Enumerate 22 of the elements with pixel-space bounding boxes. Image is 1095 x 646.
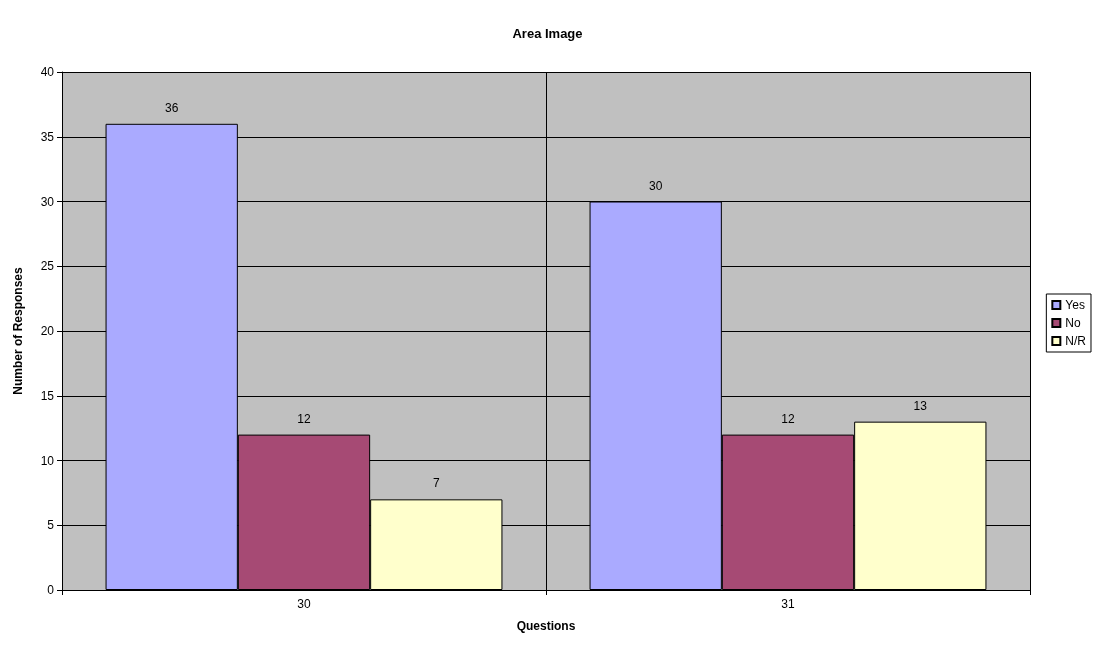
y-tick-label: 15 — [40, 388, 55, 403]
data-label: 12 — [781, 411, 795, 426]
y-tick-label: 10 — [40, 453, 55, 468]
y-tick-label: 5 — [47, 518, 55, 533]
y-tick-label: 20 — [40, 324, 55, 338]
y-tick-label: 30 — [40, 194, 55, 209]
y-tick-label: 0 — [47, 583, 55, 597]
legend-label: No — [1065, 316, 1081, 330]
data-label: 36 — [165, 100, 179, 115]
y-tick-label: 25 — [40, 259, 55, 274]
legend-label: Yes — [1065, 298, 1085, 312]
x-tick-label: 31 — [781, 597, 795, 611]
data-label: 13 — [913, 398, 928, 413]
data-label: 12 — [297, 411, 311, 426]
y-axis-title: Number of Responses — [11, 266, 25, 395]
x-axis-title: Questions — [516, 619, 576, 633]
chart-title: Area Image — [512, 26, 583, 41]
y-tick-label: 35 — [40, 129, 55, 144]
data-label: 30 — [649, 178, 663, 193]
y-tick-label: 40 — [40, 65, 55, 79]
legend-label: N/R — [1065, 334, 1087, 348]
data-label: 7 — [432, 476, 440, 491]
